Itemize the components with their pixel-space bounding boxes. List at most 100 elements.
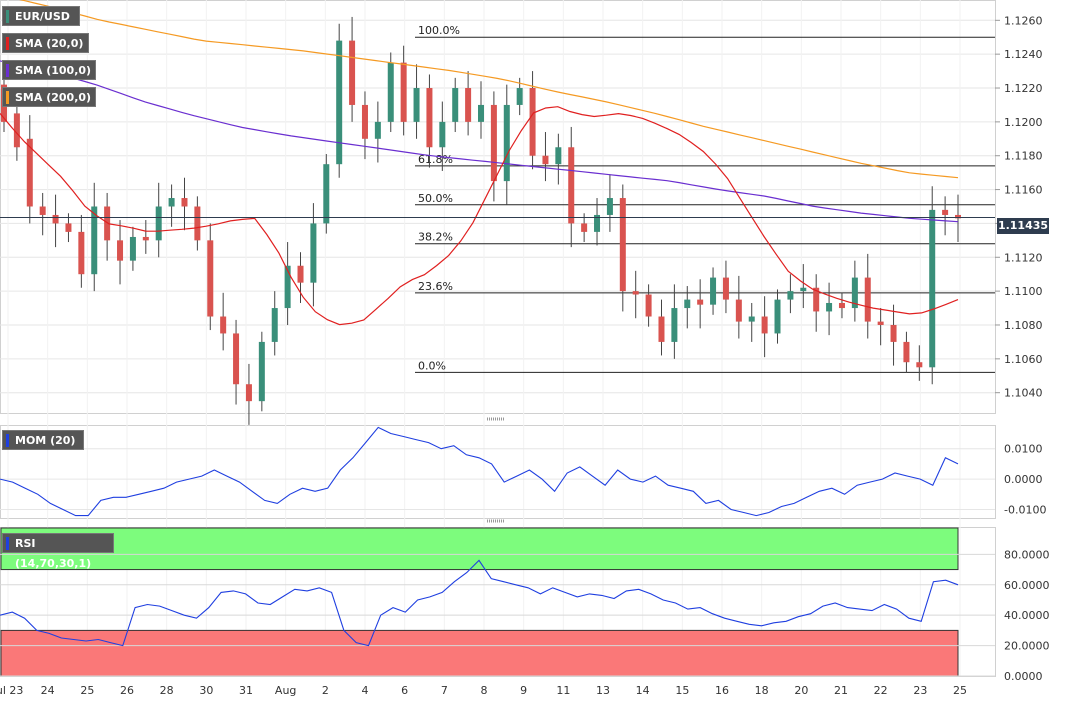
legend-symbol[interactable]: EUR/USD <box>2 6 80 26</box>
candle-down <box>220 316 227 334</box>
candle-down <box>697 299 704 305</box>
candle-down <box>233 333 240 385</box>
date-tick-label: 24 <box>41 684 55 697</box>
date-tick-label: 30 <box>199 684 213 697</box>
date-tick-label: 8 <box>481 684 488 697</box>
rsi-tick-label: 0.0000 <box>1004 670 1043 683</box>
candle-down <box>297 265 304 283</box>
candle-down <box>117 240 124 261</box>
candle-up <box>710 277 717 305</box>
legend-sma200[interactable]: SMA (200,0) <box>2 87 96 107</box>
candle-down <box>194 206 201 241</box>
candle-up <box>439 121 446 148</box>
candle-down <box>207 240 214 317</box>
candle-up <box>929 209 936 368</box>
legend-rsi-swatch <box>6 537 9 550</box>
candle-down <box>181 198 188 207</box>
rsi-oversold-zone <box>0 629 959 677</box>
rsi-tick-label: 20.0000 <box>1004 640 1050 653</box>
candle-down <box>735 299 742 322</box>
candle-down <box>942 209 949 215</box>
candle-up <box>258 341 265 402</box>
candle-up <box>594 214 601 232</box>
rsi-tick-label: 40.0000 <box>1004 609 1050 622</box>
candle-down <box>245 384 252 402</box>
date-tick-label: 28 <box>160 684 174 697</box>
candle-up <box>478 104 484 122</box>
price-tick-label: 1.1080 <box>1004 319 1043 332</box>
date-tick-label: 21 <box>834 684 848 697</box>
date-tick-label: 31 <box>239 684 253 697</box>
date-tick-label: 25 <box>953 684 967 697</box>
rsi-tick-label: 60.0000 <box>1004 579 1050 592</box>
legend-sma100[interactable]: SMA (100,0) <box>2 60 96 80</box>
mom-tick-label: 0.0100 <box>1004 443 1043 456</box>
candle-down <box>104 206 111 241</box>
sma100-line <box>0 60 959 223</box>
legend-sma200-label: SMA (200,0) <box>15 91 92 104</box>
candle-up <box>168 198 175 207</box>
legend-symbol-label: EUR/USD <box>15 10 70 23</box>
date-tick-label: 20 <box>794 684 808 697</box>
legend-sma20[interactable]: SMA (20,0) <box>2 33 89 53</box>
candle-up <box>413 88 420 122</box>
candle-down <box>26 138 33 207</box>
candle-down <box>619 198 626 292</box>
candle-down <box>632 291 639 295</box>
price-pane-frame <box>0 0 996 414</box>
date-tick-label: 16 <box>715 684 729 697</box>
candle-down <box>916 362 923 368</box>
candle-up <box>684 299 691 309</box>
price-tick-label: 1.1100 <box>1004 285 1043 298</box>
date-tick-label: 7 <box>441 684 448 697</box>
candle-up <box>155 206 162 241</box>
price-tick-label: 1.1160 <box>1004 184 1043 197</box>
candle-up <box>800 287 807 292</box>
legend-rsi-label: RSI (14,70,30,1) <box>15 537 92 570</box>
date-tick-label: 4 <box>362 684 369 697</box>
fib-level-label: 50.0% <box>418 192 453 205</box>
legend-sma100-swatch <box>6 64 9 77</box>
candle-down <box>903 341 910 363</box>
price-tick-label: 1.1060 <box>1004 353 1043 366</box>
candle-down <box>542 155 549 165</box>
candle-down <box>568 147 575 224</box>
price-tick-label: 1.1040 <box>1004 387 1043 400</box>
price-tick-label: 1.1240 <box>1004 48 1043 61</box>
candle-up <box>452 88 459 122</box>
price-tick-label: 1.1120 <box>1004 251 1043 264</box>
date-tick-label: Jul 23 <box>0 684 23 697</box>
candle-down <box>426 88 433 148</box>
mom-line <box>0 426 959 517</box>
candle-up <box>323 164 330 224</box>
candle-down <box>490 104 497 182</box>
price-tick-label: 1.1220 <box>1004 82 1043 95</box>
fib-level-label: 23.6% <box>418 280 453 293</box>
candle-down <box>722 277 729 300</box>
candle-down <box>581 223 588 232</box>
legend-mom-swatch <box>6 434 9 447</box>
fib-level-label: 38.2% <box>418 231 453 244</box>
candle-up <box>671 308 678 342</box>
candle-up <box>516 88 523 105</box>
candle-up <box>555 147 562 165</box>
legend-mom[interactable]: MOM (20) <box>2 430 84 450</box>
candle-up <box>284 265 291 309</box>
candle-up <box>748 316 755 322</box>
legend-sma100-label: SMA (100,0) <box>15 64 92 77</box>
candle-down <box>361 104 368 139</box>
mom-pane-frame <box>0 425 996 519</box>
date-tick-label: 2 <box>322 684 329 697</box>
candle-down <box>658 316 665 342</box>
date-tick-label: 23 <box>913 684 927 697</box>
candle-up <box>826 302 833 312</box>
candle-up <box>774 299 781 334</box>
candle-up <box>271 308 278 342</box>
sma20-line <box>0 106 959 326</box>
fib-level-label: 100.0% <box>418 24 460 37</box>
legend-rsi[interactable]: RSI (14,70,30,1) <box>2 533 114 570</box>
candle-down <box>761 316 768 334</box>
date-tick-label: 22 <box>874 684 888 697</box>
candle-down <box>13 113 20 148</box>
